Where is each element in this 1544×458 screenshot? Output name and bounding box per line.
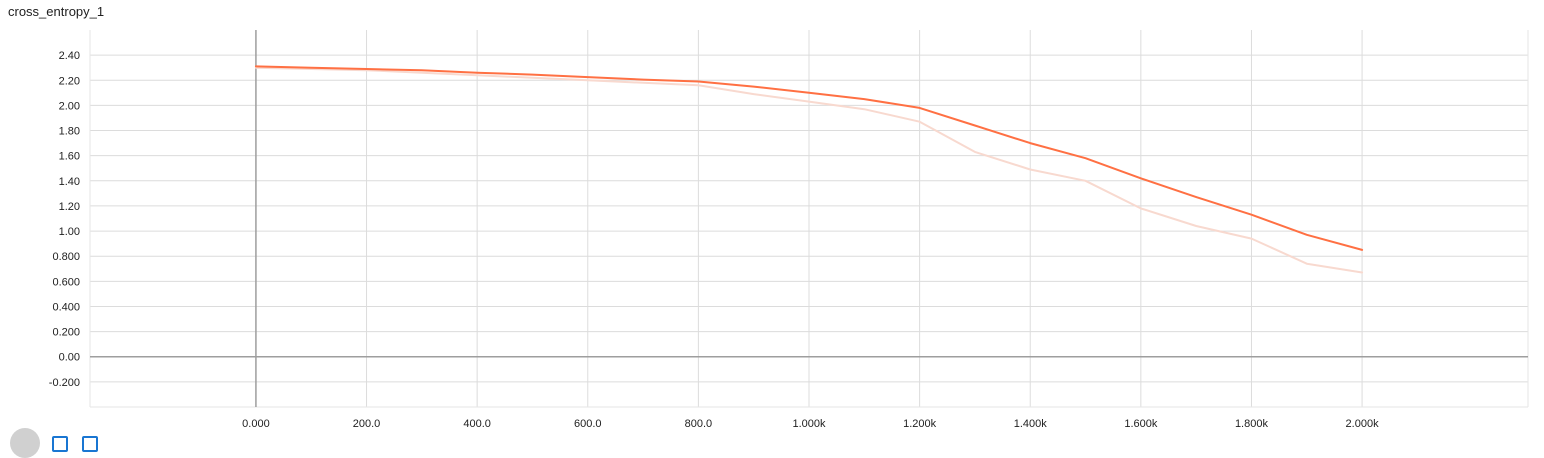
y-tick-label: 0.400 [52, 301, 80, 313]
chart-controls[interactable] [4, 428, 124, 458]
x-tick-label: 1.600k [1124, 418, 1158, 428]
y-tick-label: 0.200 [52, 327, 80, 339]
series-lines [254, 65, 1364, 274]
y-tick-label: 1.40 [59, 176, 80, 188]
x-tick-label: 1.000k [792, 418, 826, 428]
y-tick-label: 2.00 [59, 100, 80, 112]
y-tick-label: 0.00 [59, 352, 80, 364]
y-tick-label: 2.40 [59, 50, 80, 62]
y-tick-label: 0.800 [52, 251, 80, 263]
grid-lines [89, 30, 1529, 408]
raw-series-line[interactable] [254, 66, 1364, 274]
y-tick-label: -0.200 [49, 377, 80, 389]
x-tick-label: 0.000 [242, 418, 270, 428]
y-tick-label: 1.20 [59, 201, 80, 213]
x-tick-label: 800.0 [685, 418, 713, 428]
x-tick-label: 400.0 [463, 418, 491, 428]
fit-domain-icon[interactable] [82, 436, 98, 452]
toggle-log-scale-icon[interactable] [52, 436, 68, 452]
x-tick-label: 200.0 [353, 418, 381, 428]
x-tick-label: 1.200k [903, 418, 937, 428]
x-tick-label: 1.800k [1235, 418, 1269, 428]
x-tick-label: 600.0 [574, 418, 602, 428]
smoothed-series-line[interactable] [254, 65, 1364, 251]
x-axis-tick-labels: 0.000 200.0 400.0 600.0 800.0 1.000k 1.200k 1.4… [242, 418, 1379, 428]
y-tick-label: 1.60 [59, 151, 80, 163]
axes [90, 30, 1528, 407]
x-tick-label: 2.000k [1346, 418, 1380, 428]
x-tick-label: 1.400k [1014, 418, 1048, 428]
y-axis-tick-labels: -0.200 0.00 0.200 0.400 0.600 0.800 1.00 1.20 1.… [49, 50, 80, 389]
y-tick-label: 1.80 [59, 126, 80, 138]
line-chart[interactable]: -0.200 0.00 0.200 0.400 0.600 0.800 1.00 1.20 1.… [0, 0, 1544, 428]
chart-title: cross_entropy_1 [8, 4, 105, 19]
y-tick-label: 2.20 [59, 75, 80, 87]
y-tick-label: 1.00 [59, 226, 80, 238]
y-tick-label: 0.600 [52, 276, 80, 288]
expand-chart-button[interactable] [10, 428, 40, 458]
